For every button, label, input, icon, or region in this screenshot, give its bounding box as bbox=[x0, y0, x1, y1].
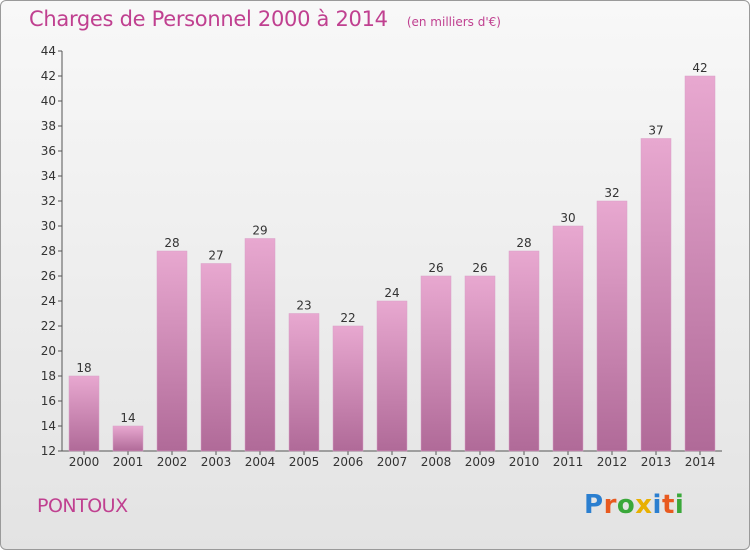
proxiti-logo: Proxiti bbox=[584, 490, 684, 520]
y-tick-label: 38 bbox=[41, 119, 56, 133]
bar-2004 bbox=[244, 238, 276, 452]
bar-2014 bbox=[684, 75, 716, 452]
logo-letter: x bbox=[635, 490, 653, 520]
bar-2006 bbox=[332, 325, 364, 452]
bar-value-label: 37 bbox=[648, 124, 663, 138]
x-tick-label: 2006 bbox=[333, 455, 364, 469]
bar-2007 bbox=[376, 300, 408, 452]
x-tick-label: 2008 bbox=[421, 455, 452, 469]
y-tick-label: 14 bbox=[41, 419, 56, 433]
x-tick-label: 2007 bbox=[377, 455, 408, 469]
bar-value-label: 42 bbox=[692, 61, 707, 75]
chart-axes: 12 14 16 18 20 22 24 26 28 30 32 34 36 38 40 42 44 bbox=[41, 44, 722, 458]
bar-value-label: 18 bbox=[76, 361, 91, 375]
logo-letter: o bbox=[616, 490, 636, 520]
y-tick-label: 34 bbox=[41, 169, 56, 183]
bar-value-label: 28 bbox=[164, 236, 179, 250]
bar-2001 bbox=[112, 425, 144, 452]
bar-2002 bbox=[156, 250, 188, 452]
bar-2003 bbox=[200, 263, 232, 452]
x-tick-label: 2014 bbox=[685, 455, 716, 469]
logo-letter: i bbox=[652, 490, 662, 520]
y-tick-label: 28 bbox=[41, 244, 56, 258]
y-tick-label: 42 bbox=[41, 69, 56, 83]
chart-title-block: Charges de Personnel 2000 à 2014 (en mil… bbox=[29, 7, 501, 31]
chart-subtitle: (en milliers d'€) bbox=[406, 15, 501, 29]
bar-value-label: 32 bbox=[604, 186, 619, 200]
y-tick-label: 22 bbox=[41, 319, 56, 333]
x-tick-label: 2003 bbox=[201, 455, 232, 469]
city-name: PONTOUX bbox=[37, 495, 128, 517]
bar-2013 bbox=[640, 138, 672, 452]
bar-2010 bbox=[508, 250, 540, 452]
y-tick-label: 32 bbox=[41, 194, 56, 208]
x-tick-label: 2010 bbox=[509, 455, 540, 469]
y-tick-label: 20 bbox=[41, 344, 56, 358]
bar-2000 bbox=[68, 375, 100, 452]
bar-value-label: 22 bbox=[340, 311, 355, 325]
bar-2009 bbox=[464, 275, 496, 452]
bar-value-label: 24 bbox=[384, 286, 399, 300]
bar-value-label: 26 bbox=[428, 261, 443, 275]
y-tick-label: 30 bbox=[41, 219, 56, 233]
chart-title: Charges de Personnel 2000 à 2014 bbox=[29, 7, 388, 31]
y-tick-label: 24 bbox=[41, 294, 56, 308]
bar-2008 bbox=[420, 275, 452, 452]
bar-value-label: 27 bbox=[208, 249, 223, 263]
y-tick-label: 12 bbox=[41, 444, 56, 458]
logo-letter: r bbox=[603, 490, 617, 520]
y-tick-label: 36 bbox=[41, 144, 56, 158]
bar-value-label: 30 bbox=[560, 211, 575, 225]
bar-2012 bbox=[596, 200, 628, 452]
x-tick-label: 2004 bbox=[245, 455, 276, 469]
x-tick-label: 2005 bbox=[289, 455, 320, 469]
bar-value-label: 23 bbox=[296, 299, 311, 313]
x-tick-label: 2011 bbox=[553, 455, 584, 469]
bar-value-label: 28 bbox=[516, 236, 531, 250]
bar-2011 bbox=[552, 225, 584, 452]
x-tick-label: 2009 bbox=[465, 455, 496, 469]
bar-value-label: 26 bbox=[472, 261, 487, 275]
logo-letter: P bbox=[584, 490, 604, 520]
chart-bars bbox=[68, 75, 716, 452]
y-tick-label: 44 bbox=[41, 44, 56, 58]
y-tick-label: 40 bbox=[41, 94, 56, 108]
x-tick-label: 2000 bbox=[69, 455, 100, 469]
y-tick-label: 18 bbox=[41, 369, 56, 383]
y-tick-label: 16 bbox=[41, 394, 56, 408]
logo-letter: t bbox=[661, 490, 675, 520]
x-tick-label: 2012 bbox=[597, 455, 628, 469]
x-tick-label: 2002 bbox=[157, 455, 188, 469]
x-tick-label: 2001 bbox=[113, 455, 144, 469]
bar-value-label: 14 bbox=[120, 411, 135, 425]
bar-2005 bbox=[288, 313, 320, 452]
y-tick-label: 26 bbox=[41, 269, 56, 283]
chart-labels: 2000 18 2001 14 2002 28 2003 27 2004 29 2005 23 2006… bbox=[69, 61, 716, 469]
logo-letter: i bbox=[674, 490, 685, 520]
x-tick-label: 2013 bbox=[641, 455, 672, 469]
bar-value-label: 29 bbox=[252, 224, 267, 238]
